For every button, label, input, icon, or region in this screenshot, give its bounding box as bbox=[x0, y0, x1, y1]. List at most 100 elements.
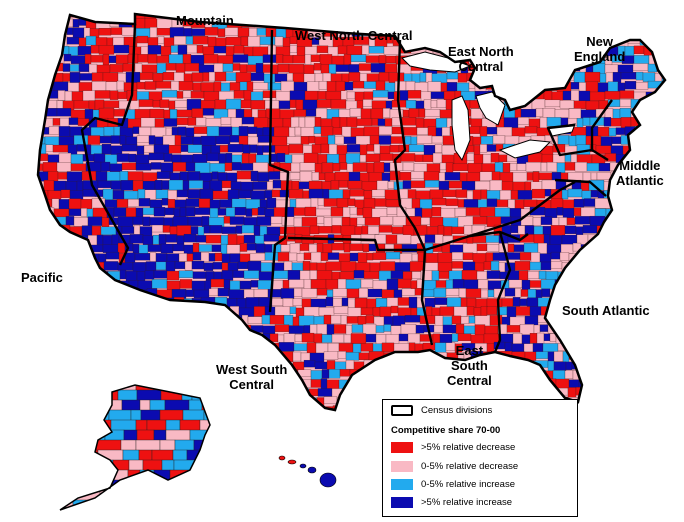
county-cell bbox=[194, 207, 211, 215]
county-cell bbox=[656, 217, 664, 229]
county-cell bbox=[73, 100, 90, 109]
county-cell bbox=[423, 14, 435, 19]
county-cell bbox=[288, 64, 305, 74]
county-cell bbox=[540, 162, 548, 172]
county-cell bbox=[77, 305, 94, 316]
county-cell bbox=[405, 14, 414, 21]
county-cell bbox=[390, 270, 404, 279]
county-cell bbox=[606, 397, 619, 406]
county-cell bbox=[608, 127, 617, 137]
county-cell bbox=[292, 72, 305, 83]
county-cell bbox=[30, 326, 37, 335]
county-cell bbox=[215, 135, 231, 145]
county-cell bbox=[224, 162, 233, 171]
county-cell bbox=[402, 109, 410, 118]
region-label-line: Middle bbox=[619, 158, 661, 173]
county-cell bbox=[411, 271, 422, 279]
county-cell bbox=[257, 172, 270, 182]
county-cell bbox=[108, 55, 117, 63]
county-cell bbox=[187, 189, 201, 199]
alaska-borough-cell bbox=[136, 509, 154, 510]
county-cell bbox=[355, 388, 369, 399]
county-cell bbox=[598, 234, 608, 244]
county-cell bbox=[340, 90, 348, 101]
region-label-line: Central bbox=[447, 373, 492, 388]
county-cell bbox=[555, 73, 567, 85]
county-cell bbox=[651, 198, 660, 209]
county-cell bbox=[163, 118, 178, 127]
county-cell bbox=[232, 270, 245, 278]
county-cell bbox=[533, 73, 542, 86]
county-cell bbox=[379, 153, 394, 161]
county-cell bbox=[177, 342, 190, 352]
county-cell bbox=[540, 261, 552, 271]
county-cell bbox=[340, 261, 357, 272]
county-cell bbox=[163, 109, 171, 120]
county-cell bbox=[525, 45, 534, 55]
county-cell bbox=[321, 162, 334, 173]
county-cell bbox=[174, 135, 182, 146]
county-cell bbox=[337, 278, 347, 290]
county-cell bbox=[365, 153, 381, 163]
county-cell bbox=[229, 216, 245, 225]
county-cell bbox=[94, 14, 104, 19]
county-cell bbox=[435, 280, 447, 288]
alaska-counties bbox=[60, 385, 210, 510]
county-cell bbox=[519, 298, 528, 306]
county-cell bbox=[334, 135, 345, 145]
county-cell bbox=[289, 243, 301, 254]
county-cell bbox=[123, 343, 132, 353]
county-cell bbox=[325, 90, 342, 101]
alaska-borough-cell bbox=[60, 389, 75, 403]
county-cell bbox=[601, 334, 609, 345]
county-cell bbox=[559, 100, 575, 109]
county-cell bbox=[611, 325, 620, 334]
county-cell bbox=[335, 64, 350, 72]
county-cell bbox=[278, 342, 295, 352]
county-cell bbox=[171, 127, 179, 136]
county-cell bbox=[378, 72, 390, 82]
county-cell bbox=[362, 207, 373, 219]
county-cell bbox=[646, 325, 659, 336]
county-cell bbox=[332, 127, 343, 135]
county-cell bbox=[635, 369, 649, 378]
county-cell bbox=[667, 262, 676, 271]
county-cell bbox=[141, 64, 158, 74]
county-cell bbox=[399, 172, 412, 181]
county-cell bbox=[517, 190, 533, 200]
county-cell bbox=[200, 361, 215, 372]
county-cell bbox=[646, 217, 658, 227]
county-cell bbox=[193, 323, 201, 336]
county-cell bbox=[424, 234, 436, 243]
county-cell bbox=[367, 288, 383, 298]
county-cell bbox=[570, 82, 580, 90]
county-cell bbox=[535, 387, 548, 397]
county-cell bbox=[608, 343, 619, 351]
county-cell bbox=[613, 388, 624, 398]
county-cell bbox=[186, 44, 198, 54]
county-cell bbox=[505, 369, 520, 378]
county-cell bbox=[317, 91, 327, 100]
county-cell bbox=[347, 198, 356, 206]
county-cell bbox=[564, 333, 578, 342]
county-cell bbox=[504, 341, 513, 352]
county-cell bbox=[345, 387, 357, 399]
county-cell bbox=[658, 91, 665, 103]
county-cell bbox=[253, 117, 269, 128]
county-cell bbox=[202, 72, 210, 82]
county-cell bbox=[552, 154, 566, 163]
county-cell bbox=[38, 207, 45, 218]
county-cell bbox=[190, 91, 205, 99]
county-cell bbox=[40, 406, 50, 410]
county-cell bbox=[434, 297, 448, 305]
county-cell bbox=[53, 14, 68, 22]
county-cell bbox=[631, 280, 639, 289]
county-cell bbox=[520, 289, 529, 297]
county-cell bbox=[66, 171, 83, 182]
county-cell bbox=[611, 351, 626, 362]
alaska-borough-cell bbox=[134, 489, 157, 503]
county-cell bbox=[186, 370, 194, 379]
county-cell bbox=[578, 279, 593, 288]
county-cell bbox=[658, 199, 665, 208]
county-cell bbox=[202, 108, 215, 116]
